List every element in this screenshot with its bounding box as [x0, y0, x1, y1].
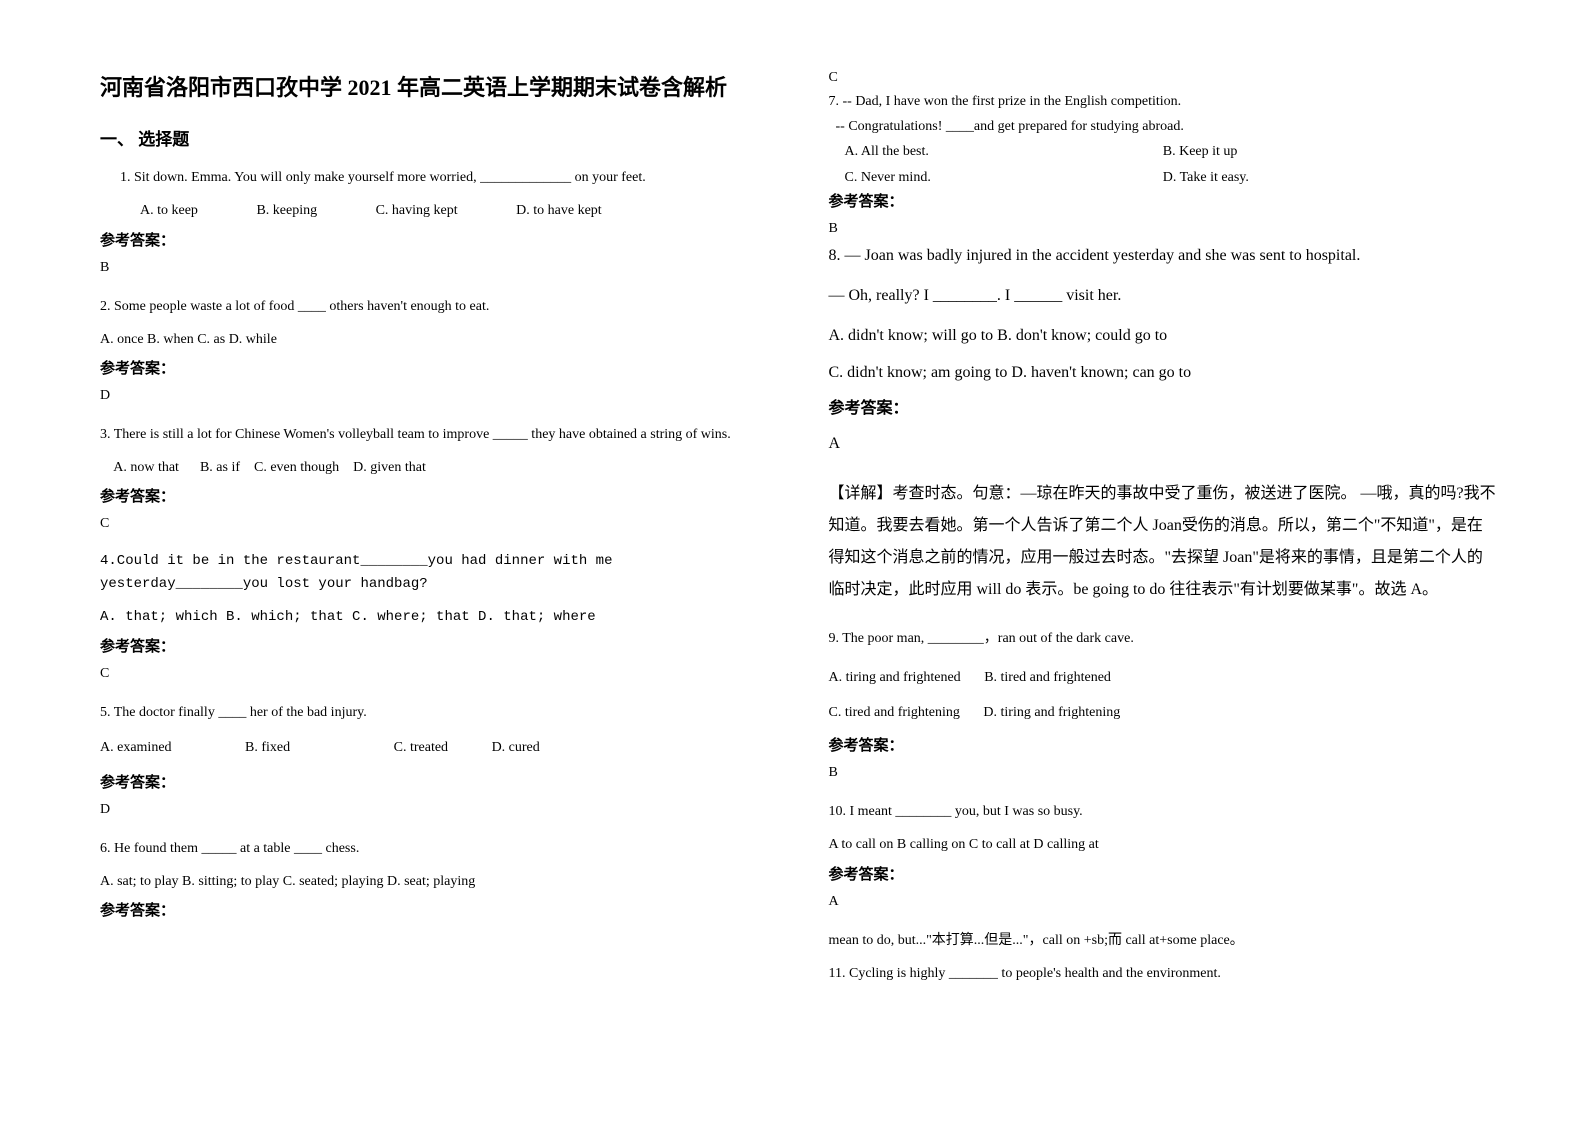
q7-line1: 7. -- Dad, I have won the first prize in…	[829, 89, 1498, 114]
q1-text: 1. Sit down. Emma. You will only make yo…	[100, 165, 769, 190]
q6-answer-label: 参考答案：	[100, 899, 769, 920]
section-header: 一、 选择题	[100, 125, 769, 150]
q5-answer: D	[100, 802, 769, 818]
q1-optB: B. keeping	[236, 198, 317, 223]
q10-options: A to call on B calling on C to call at D…	[829, 832, 1498, 857]
q6-options: A. sat; to play B. sitting; to play C. s…	[100, 869, 769, 894]
right-column: C 7. -- Dad, I have won the first prize …	[829, 70, 1498, 1082]
q5-optB: B. fixed	[245, 735, 290, 760]
q9-optC: C. tired and frightening	[829, 698, 960, 729]
q8-optA: A. didn't know; will go to B. don't know…	[829, 320, 1498, 352]
q1-optC: C. having kept	[356, 198, 458, 223]
q2-options: A. once B. when C. as D. while	[100, 327, 769, 352]
q5-answer-label: 参考答案：	[100, 771, 769, 792]
q10-explanation: mean to do, but..."本打算...但是..."，call on …	[829, 928, 1498, 953]
q5-optC: C. treated	[394, 735, 448, 760]
q4-text: 4.Could it be in the restaurant________y…	[100, 550, 769, 595]
q6-text: 6. He found them _____ at a table ____ c…	[100, 836, 769, 861]
q1-optD: D. to have kept	[496, 198, 602, 223]
q9-optD: D. tiring and frightening	[983, 698, 1120, 729]
q9-options-row1: A. tiring and frightened B. tired and fr…	[829, 663, 1498, 694]
q8-line2: — Oh, really? I ________. I ______ visit…	[829, 280, 1498, 312]
left-column: 河南省洛阳市西口孜中学 2021 年高二英语上学期期末试卷含解析 一、 选择题 …	[100, 70, 769, 1082]
q8-answer: A	[829, 428, 1498, 460]
q9-answer-label: 参考答案：	[829, 734, 1498, 755]
q10-answer: A	[829, 894, 1498, 910]
q7-optB: B. Keep it up	[1163, 139, 1497, 164]
q7-optD: D. Take it easy.	[1163, 165, 1497, 190]
q8-text: 8. — Joan was badly injured in the accid…	[829, 240, 1498, 272]
q5-options: A. examined B. fixed C. treated D. cured	[100, 735, 769, 760]
q4-options: A. that; which B. which; that C. where; …	[100, 605, 769, 630]
q5-optA: A. examined	[100, 735, 172, 760]
q6-answer: C	[829, 70, 1498, 86]
q1-answer: B	[100, 260, 769, 276]
q9-optB: B. tired and frightened	[984, 663, 1111, 694]
q10-answer-label: 参考答案：	[829, 863, 1498, 884]
q11-text: 11. Cycling is highly _______ to people'…	[829, 961, 1498, 986]
q1-optA: A. to keep	[120, 198, 198, 223]
q2-answer-label: 参考答案：	[100, 357, 769, 378]
q7-optA: A. All the best.	[829, 139, 1163, 164]
q7-answer-label: 参考答案：	[829, 190, 1498, 211]
q7-line2: -- Congratulations! ____and get prepared…	[829, 114, 1498, 139]
q3-answer-label: 参考答案：	[100, 485, 769, 506]
q8-answer-label: 参考答案：	[829, 394, 1498, 418]
q4-answer-label: 参考答案：	[100, 635, 769, 656]
q9-answer: B	[829, 765, 1498, 781]
q3-text: 3. There is still a lot for Chinese Wome…	[100, 422, 769, 447]
q1-options: A. to keep B. keeping C. having kept D. …	[100, 198, 769, 223]
q5-text: 5. The doctor finally ____ her of the ba…	[100, 700, 769, 725]
q8-optC: C. didn't know; am going to D. haven't k…	[829, 357, 1498, 389]
document-title: 河南省洛阳市西口孜中学 2021 年高二英语上学期期末试卷含解析	[100, 70, 769, 105]
q2-text: 2. Some people waste a lot of food ____ …	[100, 294, 769, 319]
q8-explanation: 【详解】考查时态。句意：—琼在昨天的事故中受了重伤，被送进了医院。 —哦，真的吗…	[829, 478, 1498, 606]
q7-options-row1: A. All the best. B. Keep it up	[829, 139, 1498, 164]
q1-answer-label: 参考答案：	[100, 229, 769, 250]
q9-options-row2: C. tired and frightening D. tiring and f…	[829, 698, 1498, 729]
q5-optD: D. cured	[492, 735, 540, 760]
q7-optC: C. Never mind.	[829, 165, 1163, 190]
q2-answer: D	[100, 388, 769, 404]
q7-answer: B	[829, 221, 1498, 237]
q3-options: A. now that B. as if C. even though D. g…	[100, 455, 769, 480]
q9-optA: A. tiring and frightened	[829, 663, 961, 694]
q9-text: 9. The poor man, ________，ran out of the…	[829, 624, 1498, 655]
q10-text: 10. I meant ________ you, but I was so b…	[829, 799, 1498, 824]
q4-answer: C	[100, 666, 769, 682]
q7-options-row2: C. Never mind. D. Take it easy.	[829, 165, 1498, 190]
q3-answer: C	[100, 516, 769, 532]
